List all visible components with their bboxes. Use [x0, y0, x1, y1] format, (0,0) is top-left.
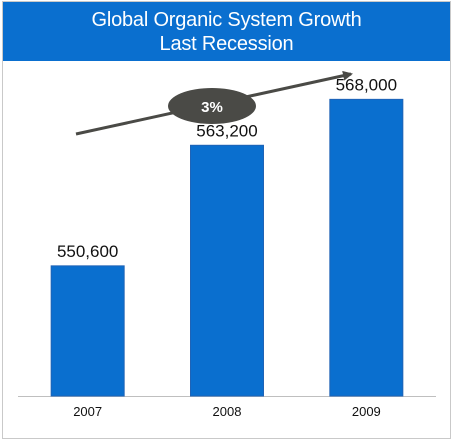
bar-2007	[50, 265, 125, 397]
growth-badge	[168, 88, 256, 124]
chart-title: Global Organic System Growth	[91, 9, 362, 31]
bar-2008	[190, 144, 264, 397]
x-tick-label-2008: 2008	[213, 404, 242, 419]
x-tick-labels: 2007 2008 2009	[73, 404, 381, 419]
growth-percent-label: 3%	[201, 99, 223, 116]
chart-title-bar: Global Organic System Growth Last Recess…	[3, 2, 450, 61]
bars-layer	[50, 98, 404, 397]
bar-value-label-2007: 550,600	[57, 242, 118, 261]
x-tick-label-2009: 2009	[352, 404, 381, 419]
bar-value-label-2008: 563,200	[196, 121, 257, 140]
x-tick-label-2007: 2007	[73, 404, 102, 419]
chart-subtitle: Last Recession	[159, 33, 294, 55]
bar-value-label-2009: 568,000	[336, 75, 397, 94]
bar-2009	[329, 98, 404, 397]
